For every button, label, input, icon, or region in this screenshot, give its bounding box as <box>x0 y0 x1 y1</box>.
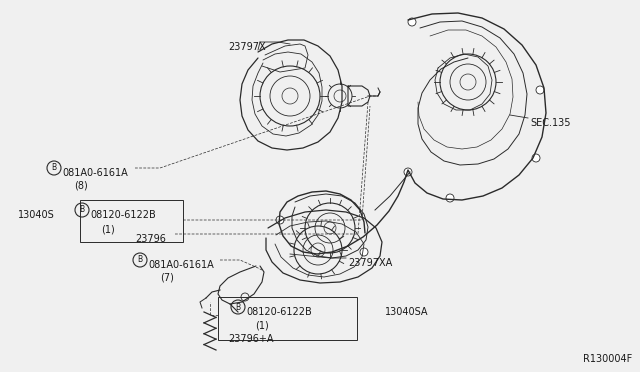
Text: SEC.135: SEC.135 <box>530 118 570 128</box>
Text: 081A0-6161A: 081A0-6161A <box>62 168 128 178</box>
Text: B: B <box>138 256 143 264</box>
Text: 13040SA: 13040SA <box>385 307 429 317</box>
Text: (8): (8) <box>74 181 88 191</box>
Circle shape <box>276 216 284 224</box>
Text: 23797XA: 23797XA <box>348 258 392 268</box>
Circle shape <box>404 168 412 176</box>
Text: 081A0-6161A: 081A0-6161A <box>148 260 214 270</box>
Text: B: B <box>79 205 84 215</box>
Text: 13040S: 13040S <box>18 210 55 220</box>
Circle shape <box>360 248 368 256</box>
Text: (1): (1) <box>101 224 115 234</box>
Text: 23796: 23796 <box>135 234 166 244</box>
Text: 08120-6122B: 08120-6122B <box>90 210 156 220</box>
Circle shape <box>536 86 544 94</box>
Text: (7): (7) <box>160 273 174 283</box>
Text: B: B <box>236 302 241 311</box>
Text: 23797X: 23797X <box>228 42 266 52</box>
Circle shape <box>446 194 454 202</box>
Text: B: B <box>51 164 56 173</box>
Text: R130004F: R130004F <box>583 354 632 364</box>
Text: (1): (1) <box>255 320 269 330</box>
Circle shape <box>532 154 540 162</box>
Circle shape <box>408 18 416 26</box>
Text: 23796+A: 23796+A <box>228 334 273 344</box>
Text: 08120-6122B: 08120-6122B <box>246 307 312 317</box>
